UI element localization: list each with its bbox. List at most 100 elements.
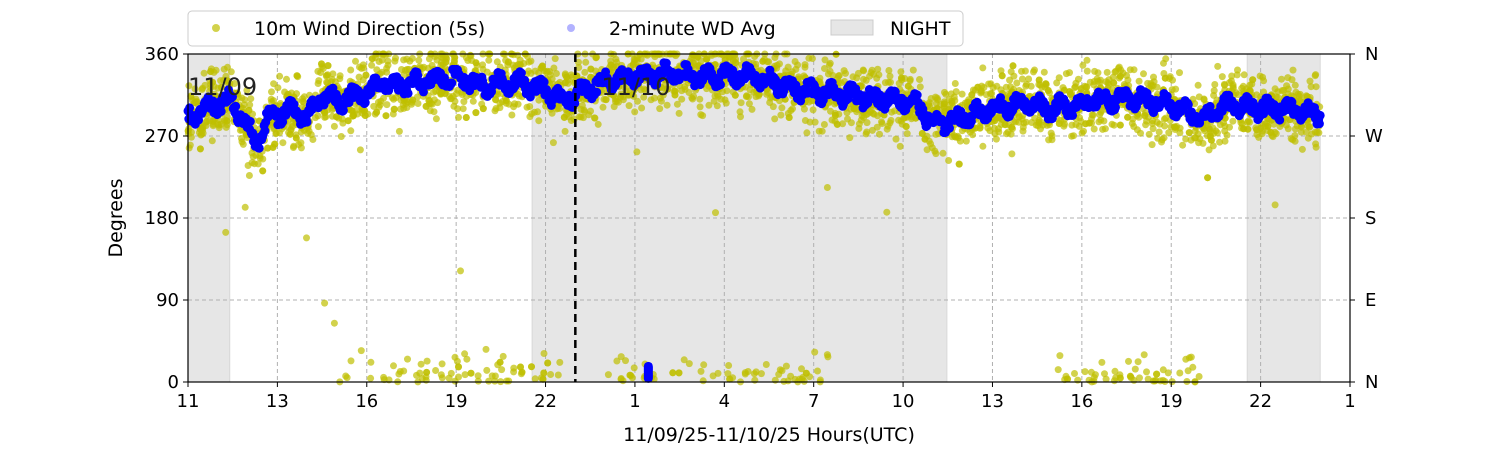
x-tick-label: 22 bbox=[1249, 391, 1272, 412]
legend-night-swatch bbox=[830, 19, 874, 36]
legend-avg-marker bbox=[567, 24, 575, 32]
raw-point bbox=[1081, 368, 1089, 376]
raw-point bbox=[196, 145, 204, 153]
raw-point bbox=[383, 101, 391, 109]
raw-point bbox=[1045, 136, 1053, 144]
raw-point bbox=[286, 130, 294, 138]
x-axis-label: 11/09/25-11/10/25 Hours(UTC) bbox=[623, 424, 915, 446]
raw-point bbox=[485, 377, 493, 385]
raw-point bbox=[289, 144, 297, 151]
raw-point bbox=[415, 56, 423, 64]
raw-point bbox=[461, 350, 469, 358]
raw-point bbox=[1296, 90, 1304, 98]
raw-point bbox=[1111, 367, 1119, 375]
raw-point bbox=[1194, 81, 1202, 89]
raw-point bbox=[539, 375, 547, 383]
raw-point bbox=[207, 68, 215, 75]
raw-point bbox=[855, 120, 863, 128]
raw-point bbox=[1264, 122, 1272, 130]
raw-point bbox=[1054, 366, 1062, 374]
raw-point bbox=[798, 365, 805, 373]
raw-point bbox=[1040, 68, 1048, 76]
raw-point bbox=[1116, 374, 1124, 382]
raw-point bbox=[209, 78, 216, 86]
raw-point bbox=[765, 58, 773, 66]
raw-point bbox=[563, 73, 571, 81]
raw-point bbox=[264, 144, 272, 152]
raw-point bbox=[1008, 123, 1016, 131]
raw-point bbox=[613, 58, 621, 66]
raw-point bbox=[505, 377, 513, 385]
raw-point bbox=[414, 100, 422, 107]
raw-point bbox=[472, 109, 480, 117]
raw-point bbox=[700, 361, 708, 369]
raw-point bbox=[992, 114, 1000, 122]
raw-point bbox=[575, 58, 582, 66]
raw-point bbox=[846, 134, 854, 142]
raw-point bbox=[1274, 94, 1282, 102]
raw-point bbox=[531, 67, 539, 75]
raw-point bbox=[863, 128, 871, 136]
raw-point bbox=[453, 90, 460, 98]
raw-point bbox=[561, 127, 569, 135]
raw-point bbox=[1233, 71, 1241, 79]
raw-point bbox=[831, 111, 839, 119]
raw-point bbox=[373, 66, 381, 74]
raw-point bbox=[462, 114, 470, 121]
raw-point bbox=[974, 83, 982, 91]
raw-point bbox=[581, 108, 589, 116]
raw-point bbox=[485, 56, 493, 64]
raw-point bbox=[238, 135, 245, 142]
raw-point bbox=[694, 53, 702, 61]
raw-point bbox=[492, 96, 500, 104]
raw-point bbox=[685, 360, 693, 368]
raw-point bbox=[726, 375, 734, 383]
raw-point bbox=[633, 148, 641, 156]
raw-point bbox=[303, 234, 310, 242]
raw-point bbox=[304, 129, 312, 137]
raw-point bbox=[1289, 66, 1297, 74]
raw-point bbox=[638, 104, 646, 112]
raw-point bbox=[370, 102, 378, 110]
y-right-tick-label: E bbox=[1365, 290, 1376, 311]
raw-point bbox=[1280, 86, 1288, 94]
raw-point bbox=[778, 104, 786, 112]
raw-point bbox=[833, 120, 841, 128]
raw-point bbox=[982, 91, 990, 99]
raw-point bbox=[223, 117, 231, 125]
raw-point bbox=[947, 90, 955, 98]
raw-point bbox=[1185, 129, 1193, 137]
raw-point bbox=[886, 72, 894, 80]
raw-point bbox=[1019, 127, 1027, 135]
raw-point bbox=[268, 88, 275, 96]
raw-point bbox=[538, 62, 546, 70]
raw-point bbox=[359, 61, 367, 69]
raw-point bbox=[191, 85, 199, 93]
raw-point bbox=[472, 59, 480, 67]
raw-point bbox=[1123, 72, 1131, 79]
raw-point bbox=[432, 367, 440, 374]
avg-point bbox=[231, 101, 241, 111]
raw-point bbox=[1006, 76, 1014, 84]
raw-point bbox=[451, 54, 459, 61]
raw-point bbox=[634, 97, 641, 105]
raw-point bbox=[516, 61, 524, 69]
raw-point bbox=[599, 103, 607, 111]
raw-point bbox=[939, 149, 947, 157]
raw-point bbox=[968, 91, 976, 99]
raw-point bbox=[771, 115, 779, 123]
raw-point bbox=[453, 357, 461, 365]
y-tick-label: 90 bbox=[156, 290, 179, 311]
raw-point bbox=[1091, 67, 1099, 75]
raw-point bbox=[1007, 130, 1015, 138]
raw-point bbox=[357, 347, 365, 355]
raw-point bbox=[1018, 67, 1025, 75]
x-tick-label: 13 bbox=[981, 391, 1004, 412]
raw-point bbox=[801, 63, 809, 71]
raw-point bbox=[423, 357, 431, 365]
raw-point bbox=[1025, 75, 1033, 83]
raw-point bbox=[945, 96, 953, 104]
raw-point bbox=[703, 55, 710, 63]
raw-point bbox=[757, 370, 765, 378]
raw-point bbox=[916, 76, 923, 83]
